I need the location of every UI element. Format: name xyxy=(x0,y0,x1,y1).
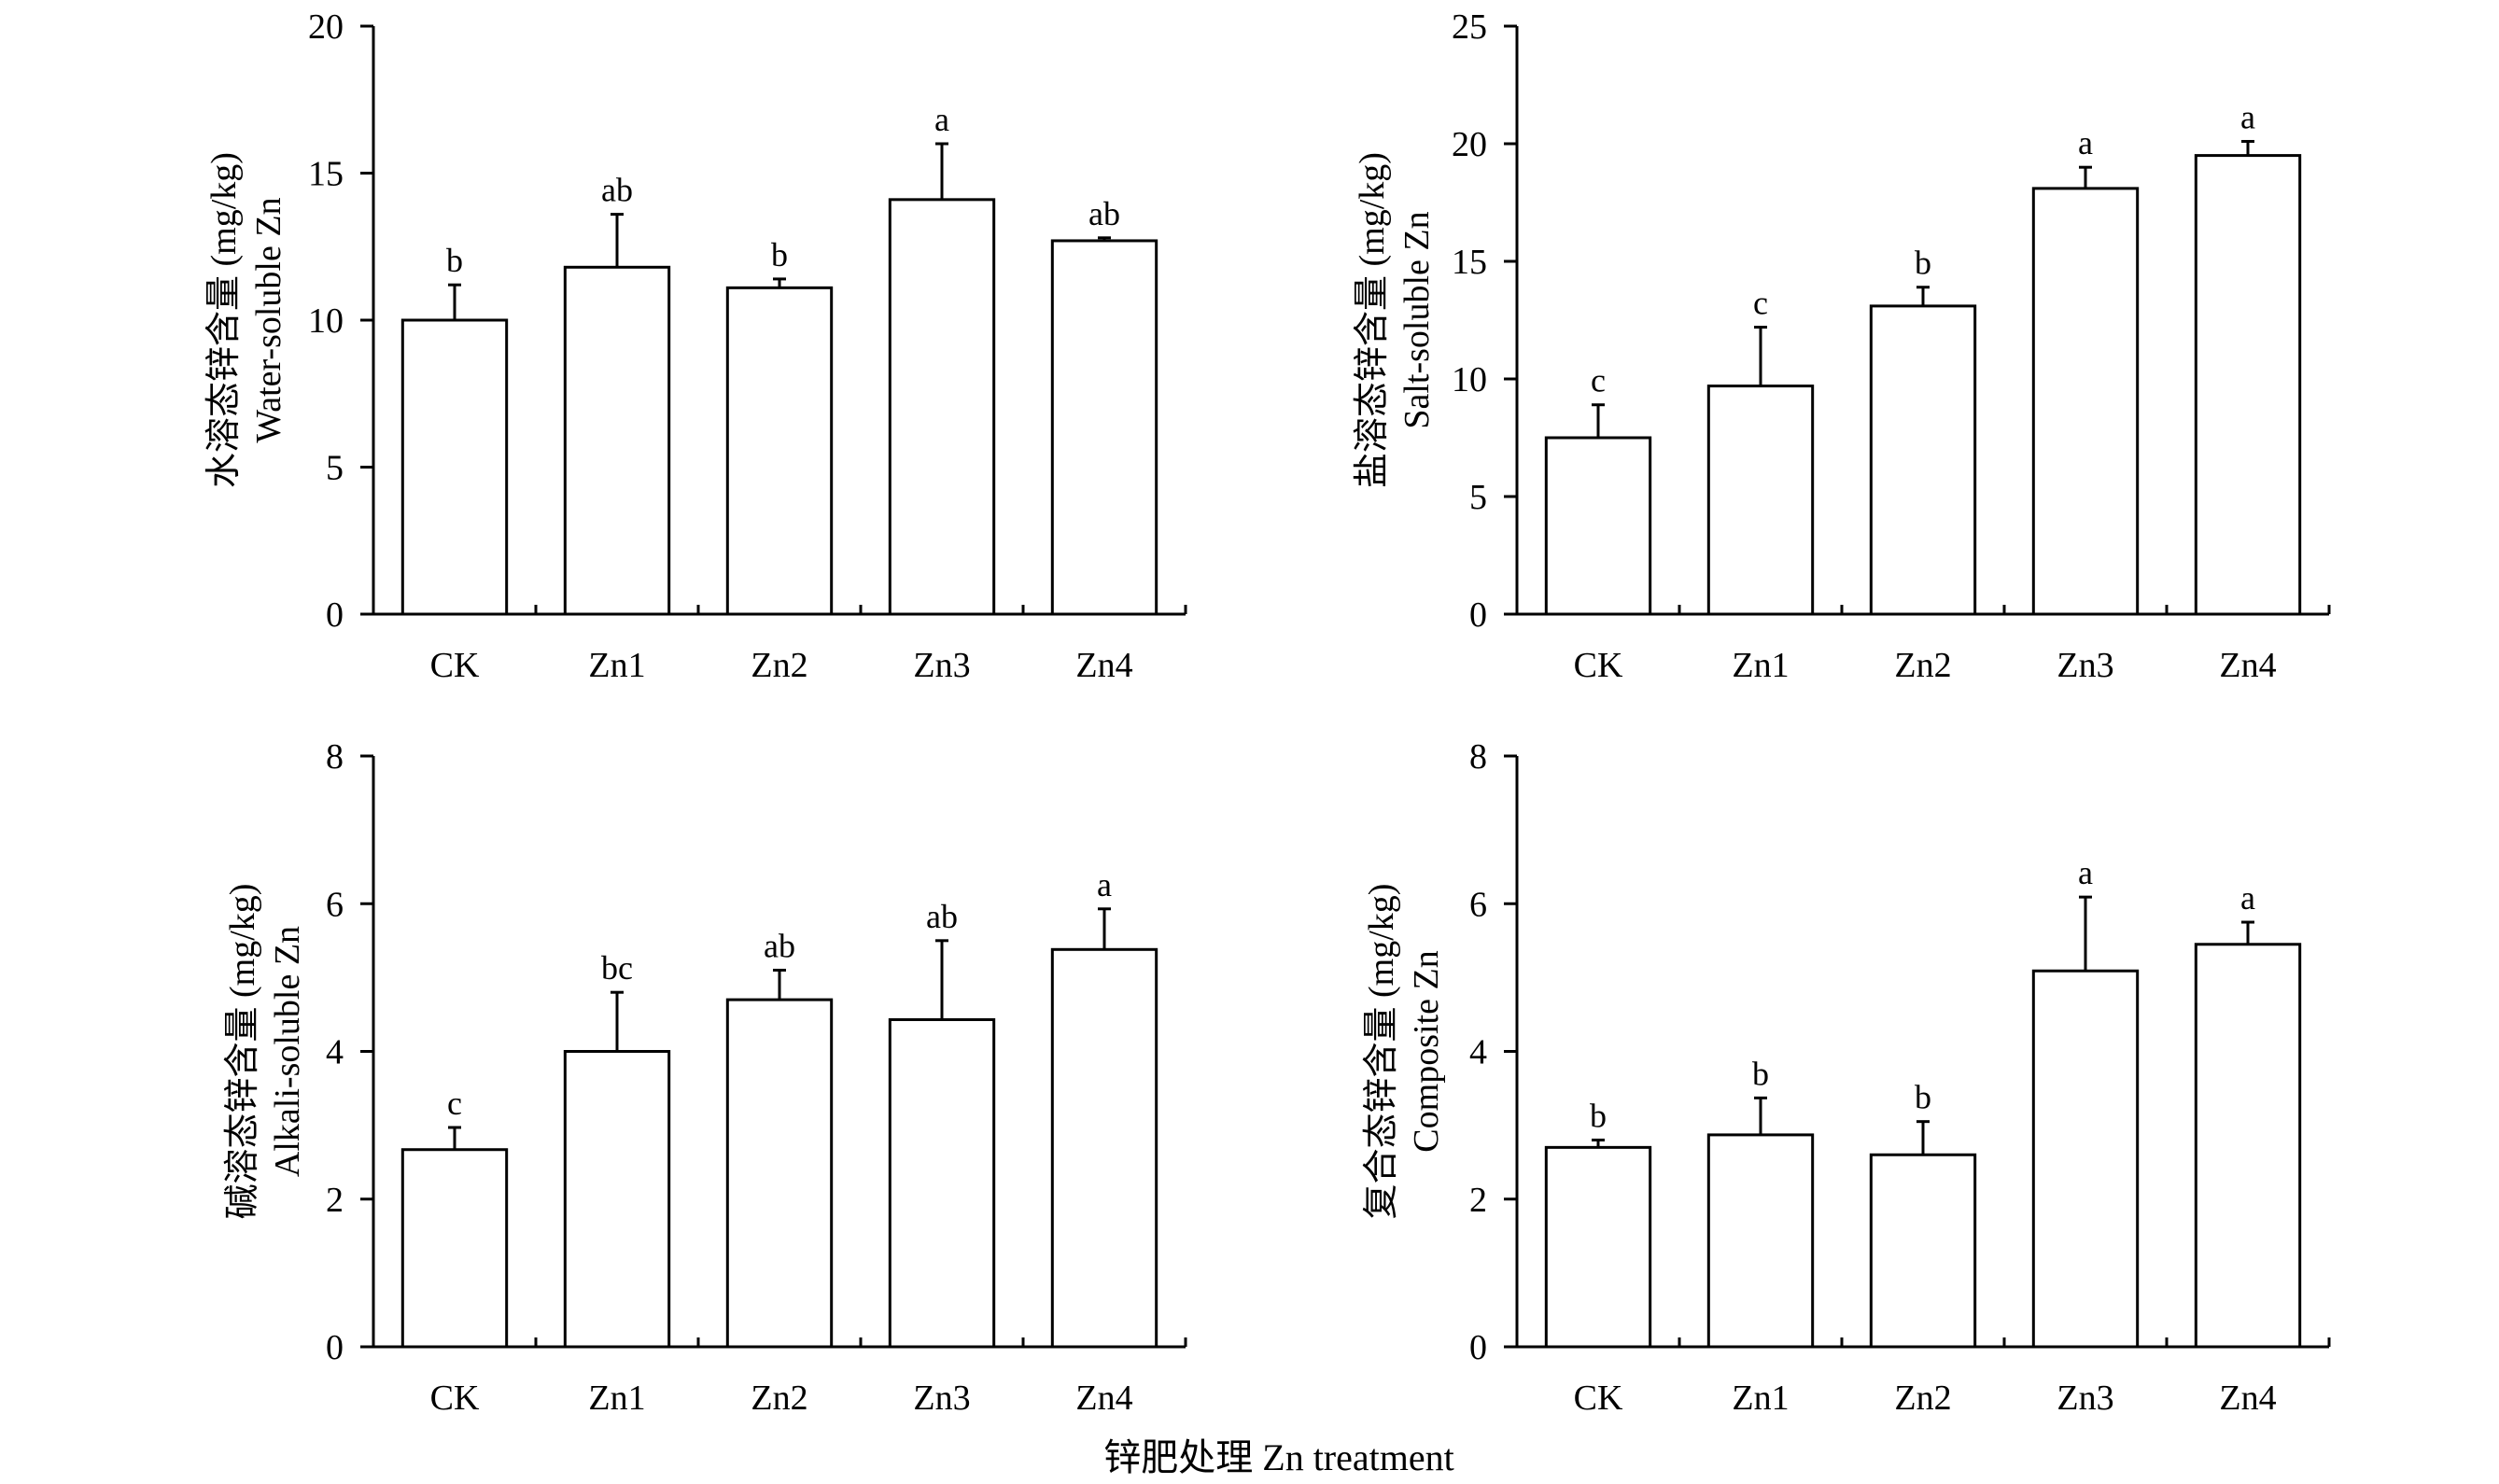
y-axis-label-en: Alkali-soluble Zn xyxy=(268,926,307,1177)
y-axis-label-cn: 碱溶态锌含量 (mg/kg) xyxy=(223,884,262,1220)
category-label: Zn3 xyxy=(913,646,970,685)
y-tick-label: 20 xyxy=(1452,125,1487,164)
bar-ck xyxy=(1544,1145,1652,1349)
significance-label: a xyxy=(2240,98,2255,135)
significance-label: a xyxy=(2078,124,2093,161)
panel-salt-soluble-zn: 0 5 10 15 20 25 c CK c Zn1 b Zn2 a Zn3 a Zn4 盐溶态锌含量 (mg/… xyxy=(1353,7,2331,685)
category-label: Zn4 xyxy=(2219,646,2276,685)
panel-water-soluble-zn: 0 5 10 15 20 b CK ab Zn1 b Zn2 a Zn3 ab Zn4 水溶态锌含量 (mg/… xyxy=(204,7,1187,685)
y-axis-label-cn: 水溶态锌含量 (mg/kg) xyxy=(204,152,244,488)
y-tick-label: 2 xyxy=(326,1181,344,1220)
category-label: Zn1 xyxy=(588,1379,645,1418)
y-tick-label: 6 xyxy=(1469,885,1487,924)
significance-label: b xyxy=(1915,245,1931,282)
bar-zn1 xyxy=(563,265,671,616)
significance-label: a xyxy=(1097,866,1112,903)
y-tick-label: 25 xyxy=(1452,7,1487,47)
y-axis-label: 盐溶态锌含量 (mg/kg) Salt-soluble Zn xyxy=(1353,152,1437,488)
y-tick-label: 4 xyxy=(1469,1033,1487,1072)
bar-ck xyxy=(1544,436,1652,616)
bar-zn3 xyxy=(888,1017,996,1349)
significance-label: b xyxy=(1752,1055,1769,1092)
panel-alkali-soluble-zn: 0 2 4 6 8 c CK bc Zn1 ab Zn2 ab Zn3 a Zn4 碱溶态锌含量 (mg/kg… xyxy=(223,737,1187,1418)
category-label: Zn2 xyxy=(751,1379,807,1418)
y-tick-label: 0 xyxy=(326,595,344,635)
category-label: Zn1 xyxy=(1732,1379,1789,1418)
y-axis-label-en: Water-soluble Zn xyxy=(249,197,288,442)
category-label: CK xyxy=(430,646,480,685)
significance-label: c xyxy=(447,1085,462,1122)
y-tick-label: 5 xyxy=(1469,478,1487,517)
significance-label: a xyxy=(2240,879,2255,917)
significance-label: c xyxy=(1591,362,1606,399)
significance-label: c xyxy=(1753,285,1768,322)
y-tick-label: 0 xyxy=(1469,1328,1487,1367)
y-tick-label: 8 xyxy=(326,737,344,777)
y-tick-label: 5 xyxy=(326,449,344,488)
significance-label: ab xyxy=(601,172,633,209)
category-label: CK xyxy=(1574,646,1623,685)
bar-zn3 xyxy=(888,198,996,616)
category-label: CK xyxy=(430,1379,480,1418)
significance-label: b xyxy=(771,236,788,273)
y-tick-label: 10 xyxy=(1452,360,1487,399)
y-axis-label-cn: 复合态锌含量 (mg/kg) xyxy=(1362,884,1401,1220)
bar-zn4 xyxy=(2194,154,2302,616)
bar-zn2 xyxy=(1869,1153,1977,1349)
y-tick-label: 15 xyxy=(1452,243,1487,282)
category-label: Zn2 xyxy=(1894,1379,1951,1418)
bar-zn4 xyxy=(1050,239,1158,616)
y-tick-label: 0 xyxy=(326,1328,344,1367)
y-axis-label: 水溶态锌含量 (mg/kg) Water-soluble Zn xyxy=(204,152,288,488)
category-label: Zn3 xyxy=(2057,1379,2113,1418)
category-label: Zn2 xyxy=(751,646,807,685)
significance-label: a xyxy=(934,101,949,138)
y-axis-label: 碱溶态锌含量 (mg/kg) Alkali-soluble Zn xyxy=(223,884,307,1220)
y-tick-label: 4 xyxy=(326,1033,344,1072)
panel-composite-zn: 0 2 4 6 8 b CK b Zn1 b Zn2 a Zn3 a Zn4 复合态锌含量 (mg/kg) Co… xyxy=(1362,737,2331,1418)
significance-label: b xyxy=(1590,1097,1607,1134)
bar-zn3 xyxy=(2031,969,2140,1349)
y-tick-label: 2 xyxy=(1469,1181,1487,1220)
y-tick-label: 15 xyxy=(308,155,344,194)
category-label: CK xyxy=(1574,1379,1623,1418)
category-label: Zn1 xyxy=(1732,646,1789,685)
bar-zn3 xyxy=(2031,187,2140,616)
y-tick-label: 0 xyxy=(1469,595,1487,635)
figure-x-axis-label: 锌肥处理 Zn treatment xyxy=(1103,1436,1453,1478)
significance-label: bc xyxy=(601,949,633,987)
category-label: Zn3 xyxy=(2057,646,2113,685)
significance-label: a xyxy=(2078,854,2093,891)
significance-label: ab xyxy=(1088,195,1120,232)
category-label: Zn4 xyxy=(1075,646,1132,685)
significance-label: b xyxy=(446,242,463,279)
bar-zn2 xyxy=(1869,304,1977,616)
bar-zn1 xyxy=(1706,1133,1815,1349)
bar-ck xyxy=(400,318,509,616)
y-tick-label: 20 xyxy=(308,7,344,47)
category-label: Zn4 xyxy=(1075,1379,1132,1418)
bar-zn4 xyxy=(2194,943,2302,1349)
bar-zn1 xyxy=(563,1050,671,1349)
category-label: Zn4 xyxy=(2219,1379,2276,1418)
y-axis-label-en: Composite Zn xyxy=(1407,950,1446,1152)
bar-ck xyxy=(400,1148,509,1349)
bar-zn1 xyxy=(1706,385,1815,616)
y-axis-label-en: Salt-soluble Zn xyxy=(1397,211,1437,428)
category-label: Zn3 xyxy=(913,1379,970,1418)
category-label: Zn1 xyxy=(588,646,645,685)
y-axis-label: 复合态锌含量 (mg/kg) Composite Zn xyxy=(1362,884,1446,1220)
y-tick-label: 10 xyxy=(308,301,344,341)
bar-zn4 xyxy=(1050,947,1158,1349)
y-axis-label-cn: 盐溶态锌含量 (mg/kg) xyxy=(1353,152,1392,488)
significance-label: ab xyxy=(764,927,795,964)
y-tick-label: 6 xyxy=(326,885,344,924)
bar-zn2 xyxy=(725,286,834,616)
y-tick-label: 8 xyxy=(1469,737,1487,777)
significance-label: ab xyxy=(926,898,958,935)
bar-zn2 xyxy=(725,998,834,1349)
significance-label: b xyxy=(1915,1079,1931,1116)
category-label: Zn2 xyxy=(1894,646,1951,685)
